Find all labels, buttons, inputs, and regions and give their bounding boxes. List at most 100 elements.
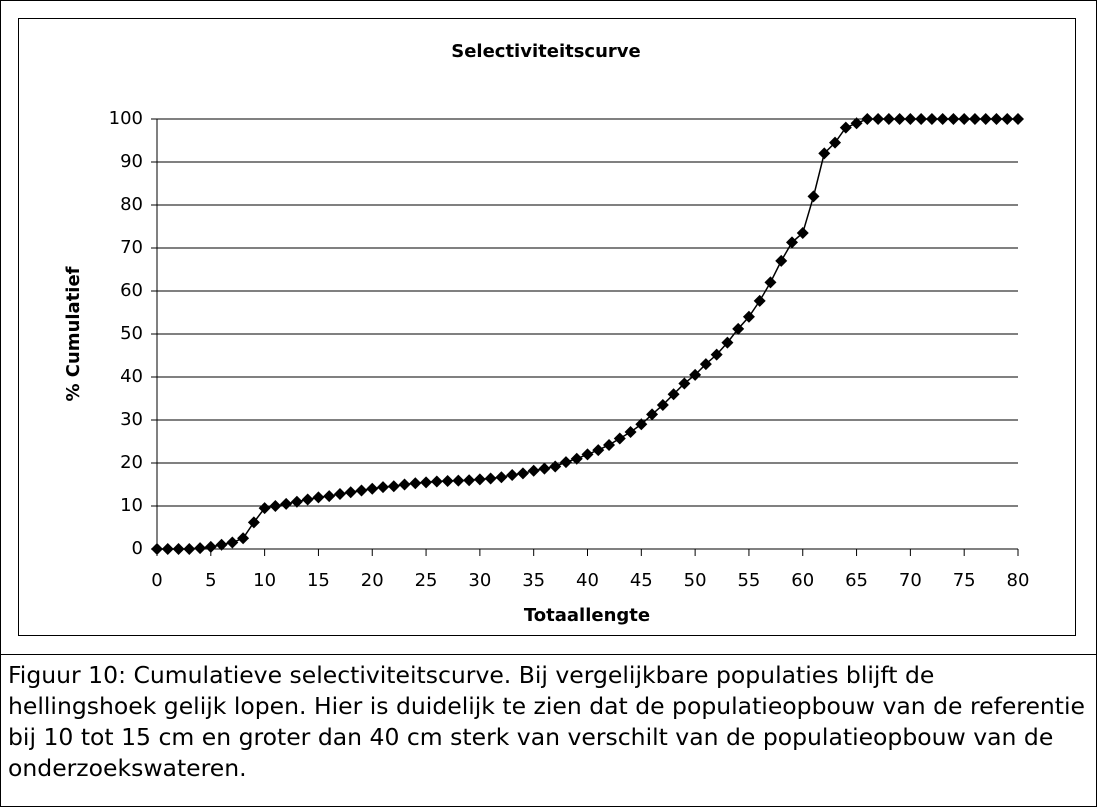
data-point — [732, 322, 745, 335]
data-point — [936, 113, 949, 125]
chart-title: Selectiviteitscurve — [451, 41, 641, 62]
data-point — [656, 398, 669, 411]
data-point — [882, 113, 895, 125]
data-point — [925, 113, 938, 125]
y-tick-label: 60 — [120, 280, 143, 301]
data-point — [215, 538, 228, 551]
data-point — [312, 491, 325, 504]
data-point — [409, 477, 422, 490]
figure-frame — [0, 0, 1097, 655]
data-point — [807, 190, 820, 203]
data-point — [538, 462, 551, 475]
y-tick-label: 50 — [120, 323, 143, 344]
data-point — [872, 113, 885, 125]
data-point — [204, 540, 217, 553]
data-point — [646, 408, 659, 421]
data-point — [473, 473, 486, 486]
data-point — [613, 432, 626, 445]
data-point — [559, 456, 572, 469]
data-point — [301, 493, 314, 506]
x-tick-label: 30 — [468, 570, 491, 591]
data-point — [603, 438, 616, 451]
data-point — [764, 276, 777, 289]
data-point — [689, 368, 702, 381]
data-point — [947, 113, 960, 125]
y-tick-label: 20 — [120, 452, 143, 473]
data-point — [850, 117, 863, 130]
x-tick-label: 70 — [899, 570, 922, 591]
data-point — [861, 113, 874, 125]
x-tick-label: 20 — [361, 570, 384, 591]
data-point — [958, 113, 971, 125]
data-point — [1012, 113, 1024, 125]
data-point — [1001, 113, 1014, 125]
data-point — [366, 482, 379, 495]
x-tick-label: 55 — [737, 570, 760, 591]
x-tick-label: 80 — [1007, 570, 1030, 591]
data-point — [280, 497, 293, 510]
data-point — [344, 486, 357, 499]
data-point — [742, 310, 755, 323]
data-point — [269, 500, 282, 512]
x-tick-label: 15 — [307, 570, 330, 591]
caption: Figuur 10: Cumulatieve selectiviteitscur… — [8, 661, 1086, 782]
data-point — [226, 536, 239, 549]
x-tick-label: 35 — [522, 570, 545, 591]
data-point — [581, 448, 594, 461]
chart-frame — [18, 18, 1076, 636]
x-tick-label: 45 — [630, 570, 653, 591]
y-tick-label: 0 — [132, 538, 143, 559]
data-point — [753, 294, 766, 307]
y-tick-label: 80 — [120, 194, 143, 215]
x-tick-label: 5 — [205, 570, 216, 591]
data-point — [990, 113, 1003, 125]
data-point — [893, 113, 906, 125]
data-point — [699, 358, 712, 371]
data-point — [290, 495, 303, 508]
data-point — [968, 113, 981, 125]
data-point — [904, 113, 917, 125]
x-tick-label: 40 — [576, 570, 599, 591]
x-tick-label: 75 — [953, 570, 976, 591]
x-tick-label: 25 — [415, 570, 438, 591]
data-point — [323, 490, 336, 503]
data-point — [452, 474, 465, 487]
y-tick-label: 30 — [120, 409, 143, 430]
data-point — [796, 226, 809, 239]
data-point — [570, 452, 583, 465]
y-tick-label: 70 — [120, 237, 143, 258]
data-point — [829, 136, 842, 149]
data-point — [194, 542, 207, 555]
data-point — [785, 236, 798, 249]
data-point — [430, 475, 443, 488]
data-point — [441, 475, 454, 488]
data-point — [678, 377, 691, 390]
x-tick-label: 0 — [151, 570, 162, 591]
y-tick-label: 100 — [109, 108, 143, 129]
data-point — [979, 113, 992, 125]
data-point — [839, 121, 852, 134]
x-tick-label: 50 — [684, 570, 707, 591]
y-tick-label: 40 — [120, 366, 143, 387]
data-point — [355, 484, 368, 497]
x-tick-label: 10 — [253, 570, 276, 591]
data-point — [667, 388, 680, 401]
data-point — [172, 543, 185, 555]
data-point — [247, 516, 260, 529]
data-point — [721, 336, 734, 349]
data-point — [237, 532, 250, 545]
data-point — [506, 469, 519, 482]
data-point — [333, 487, 346, 500]
data-point — [549, 460, 562, 473]
data-point — [818, 147, 831, 160]
data-point — [495, 471, 508, 484]
data-point — [592, 444, 605, 457]
y-axis-label: % Cumulatief — [63, 266, 84, 401]
data-point — [527, 464, 540, 477]
y-tick-label: 90 — [120, 151, 143, 172]
data-point — [915, 113, 928, 125]
data-point — [183, 543, 196, 555]
data-point — [463, 474, 476, 487]
